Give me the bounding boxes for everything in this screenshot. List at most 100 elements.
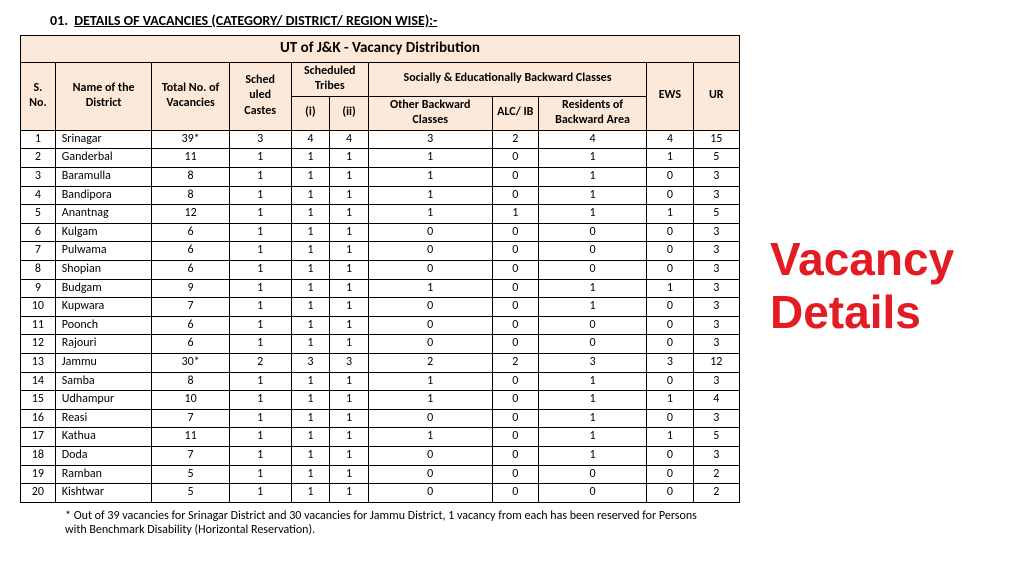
table-cell: 1 bbox=[368, 372, 492, 391]
table-cell: 1 bbox=[330, 335, 369, 354]
table-cell: 0 bbox=[647, 223, 693, 242]
table-cell: 5 bbox=[152, 465, 229, 484]
table-cell: 0 bbox=[492, 372, 538, 391]
table-cell: 1 bbox=[647, 279, 693, 298]
table-cell: 3 bbox=[693, 298, 739, 317]
table-cell: 1 bbox=[291, 298, 330, 317]
table-cell: 10 bbox=[152, 391, 229, 410]
table-cell: 1 bbox=[229, 316, 291, 335]
table-cell: 0 bbox=[647, 242, 693, 261]
table-cell: 9 bbox=[152, 279, 229, 298]
col-st-i: (i) bbox=[291, 96, 330, 130]
table-cell: 3 bbox=[647, 354, 693, 373]
table-cell: Udhampur bbox=[55, 391, 152, 410]
table-row: 7Pulwama611100003 bbox=[21, 242, 740, 261]
table-cell: 0 bbox=[368, 465, 492, 484]
table-cell: 0 bbox=[492, 335, 538, 354]
table-cell: 1 bbox=[291, 223, 330, 242]
table-cell: 2 bbox=[368, 354, 492, 373]
table-cell: 1 bbox=[291, 261, 330, 280]
table-cell: 1 bbox=[291, 279, 330, 298]
table-cell: 8 bbox=[152, 168, 229, 187]
table-cell: 1 bbox=[21, 130, 56, 149]
table-cell: 19 bbox=[21, 465, 56, 484]
table-cell: 1 bbox=[291, 205, 330, 224]
table-cell: 1 bbox=[647, 149, 693, 168]
table-cell: 3 bbox=[291, 354, 330, 373]
table-cell: 6 bbox=[152, 316, 229, 335]
table-cell: 14 bbox=[21, 372, 56, 391]
table-cell: 15 bbox=[693, 130, 739, 149]
table-cell: 0 bbox=[647, 335, 693, 354]
table-cell: 3 bbox=[368, 130, 492, 149]
table-cell: Srinagar bbox=[55, 130, 152, 149]
table-cell: 0 bbox=[492, 168, 538, 187]
table-cell: 3 bbox=[693, 242, 739, 261]
table-cell: 1 bbox=[291, 484, 330, 503]
table-cell: 17 bbox=[21, 428, 56, 447]
col-sc: Sched uled Castes bbox=[229, 62, 291, 130]
table-cell: 1 bbox=[229, 428, 291, 447]
table-cell: 8 bbox=[21, 261, 56, 280]
table-cell: Rajouri bbox=[55, 335, 152, 354]
table-cell: 1 bbox=[291, 149, 330, 168]
table-container: UT of J&K - Vacancy Distribution S. No. … bbox=[20, 35, 740, 537]
table-cell: 0 bbox=[492, 149, 538, 168]
table-cell: 0 bbox=[647, 316, 693, 335]
table-cell: 1 bbox=[229, 335, 291, 354]
table-row: 6Kulgam611100003 bbox=[21, 223, 740, 242]
table-cell: 1 bbox=[330, 168, 369, 187]
table-cell: 8 bbox=[152, 372, 229, 391]
table-cell: 1 bbox=[229, 261, 291, 280]
table-cell: 3 bbox=[693, 279, 739, 298]
side-label-line2: Details bbox=[770, 286, 954, 339]
table-cell: 4 bbox=[21, 186, 56, 205]
table-cell: 1 bbox=[538, 149, 646, 168]
table-cell: 0 bbox=[492, 446, 538, 465]
table-cell: 1 bbox=[229, 242, 291, 261]
table-cell: 1 bbox=[368, 149, 492, 168]
table-cell: 1 bbox=[291, 446, 330, 465]
table-cell: 7 bbox=[152, 446, 229, 465]
table-cell: 1 bbox=[330, 428, 369, 447]
table-cell: Reasi bbox=[55, 409, 152, 428]
table-cell: 1 bbox=[330, 186, 369, 205]
col-obc: Other Backward Classes bbox=[368, 96, 492, 130]
table-cell: 16 bbox=[21, 409, 56, 428]
table-cell: 4 bbox=[693, 391, 739, 410]
table-row: 14Samba811110103 bbox=[21, 372, 740, 391]
table-cell: 1 bbox=[291, 186, 330, 205]
table-cell: 0 bbox=[492, 186, 538, 205]
table-row: 10Kupwara711100103 bbox=[21, 298, 740, 317]
table-row: 9Budgam911110113 bbox=[21, 279, 740, 298]
table-cell: 1 bbox=[538, 186, 646, 205]
table-row: 15Udhampur1011110114 bbox=[21, 391, 740, 410]
table-cell: 1 bbox=[538, 372, 646, 391]
table-cell: 20 bbox=[21, 484, 56, 503]
table-cell: 1 bbox=[538, 298, 646, 317]
table-cell: 1 bbox=[291, 409, 330, 428]
table-cell: 1 bbox=[647, 205, 693, 224]
table-cell: 18 bbox=[21, 446, 56, 465]
table-cell: 1 bbox=[229, 446, 291, 465]
table-cell: 0 bbox=[538, 335, 646, 354]
table-cell: 0 bbox=[647, 186, 693, 205]
col-ur: UR bbox=[693, 62, 739, 130]
table-cell: 3 bbox=[21, 168, 56, 187]
table-body: 1Srinagar39*3443244152Ganderbal111111011… bbox=[21, 130, 740, 502]
table-row: 18Doda711100103 bbox=[21, 446, 740, 465]
content-wrap: UT of J&K - Vacancy Distribution S. No. … bbox=[20, 35, 1004, 537]
table-cell: 1 bbox=[492, 205, 538, 224]
table-cell: 1 bbox=[291, 335, 330, 354]
table-cell: 0 bbox=[647, 484, 693, 503]
table-cell: 1 bbox=[330, 242, 369, 261]
table-cell: 1 bbox=[330, 391, 369, 410]
col-ews: EWS bbox=[647, 62, 693, 130]
table-cell: Jammu bbox=[55, 354, 152, 373]
table-cell: 0 bbox=[538, 261, 646, 280]
table-cell: 13 bbox=[21, 354, 56, 373]
table-cell: 1 bbox=[538, 279, 646, 298]
table-row: 2Ganderbal1111110115 bbox=[21, 149, 740, 168]
table-cell: 15 bbox=[21, 391, 56, 410]
table-cell: 39* bbox=[152, 130, 229, 149]
